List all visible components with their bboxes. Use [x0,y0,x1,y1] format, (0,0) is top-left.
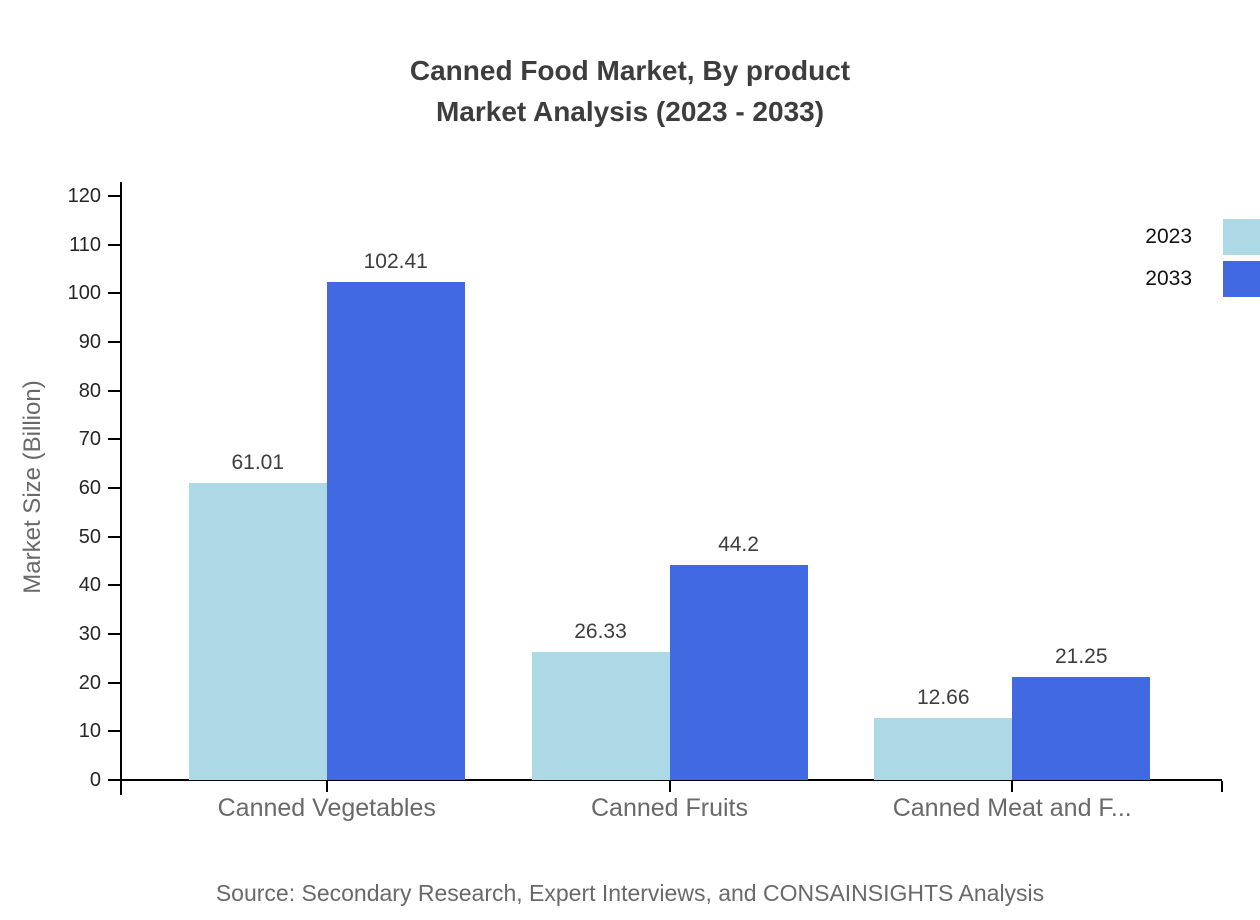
y-axis-tick [108,194,121,197]
y-axis-tick [108,779,121,781]
y-axis-line [120,182,122,795]
y-axis-tick [108,632,121,635]
x-axis-category-label: Canned Meat and F... [892,794,1132,822]
x-axis-tick [325,781,328,792]
y-axis-tick-label: 50 [78,525,101,548]
bar-value-label: 26.33 [574,619,627,643]
bar-2033-2 [1012,676,1151,780]
chart-title-line2: Market Analysis (2023 - 2033) [435,96,825,127]
bar-2033-0 [326,281,465,780]
bar-value-label: 102.41 [363,249,428,273]
x-axis-tick [1221,781,1223,792]
y-axis-tick-label: 80 [78,379,101,402]
source-note: Source: Secondary Research, Expert Inter… [215,880,1045,906]
y-axis-tick-label: 20 [78,671,101,694]
y-axis-tick [108,243,121,246]
legend-label: 2033 [1145,267,1192,290]
y-axis-tick [108,389,121,392]
bar-2033-1 [669,564,808,780]
y-axis-tick [108,292,121,295]
bar-value-label: 21.25 [1054,644,1108,668]
chart-title: Canned Food Market, By product Market An… [0,50,1260,132]
y-axis-tick [108,730,121,733]
y-axis-tick-label: 10 [78,720,101,743]
y-axis-tick-label: 60 [78,476,101,499]
y-axis-tick-label: 90 [78,330,101,353]
bar-value-label: 44.2 [718,532,759,556]
y-axis-tick-label: 110 [69,233,101,256]
y-axis-tick [108,438,121,441]
y-axis-tick-label: 0 [89,769,101,791]
y-axis-tick [108,340,121,343]
y-axis-tick-label: 30 [78,622,101,645]
y-axis-tick [108,584,121,587]
bar-2023-0 [188,483,327,780]
y-axis-tick [108,681,121,684]
y-axis-tick-label: 100 [67,282,101,305]
y-axis-tick-label: 40 [78,574,101,597]
y-axis-tick [108,486,121,489]
bar-value-label: 61.01 [231,451,285,475]
x-axis-category-label: Canned Vegetables [217,794,436,822]
legend-label: 2023 [1145,225,1192,248]
x-axis-category-label: Canned Fruits [590,794,749,822]
legend-swatch-2033 [1223,261,1260,297]
y-axis-tick-label: 120 [67,184,101,207]
y-axis-tick-label: 70 [78,428,101,451]
x-axis-line [119,779,1222,781]
x-axis-tick [668,781,671,792]
bar-value-label: 12.66 [916,686,970,710]
legend-swatch-2023 [1223,219,1260,255]
bar-2023-1 [531,651,670,780]
y-axis-tick [108,535,121,538]
bar-2023-2 [874,718,1013,780]
chart-title-line1: Canned Food Market, By product [409,55,851,86]
x-axis-tick [1011,781,1014,792]
